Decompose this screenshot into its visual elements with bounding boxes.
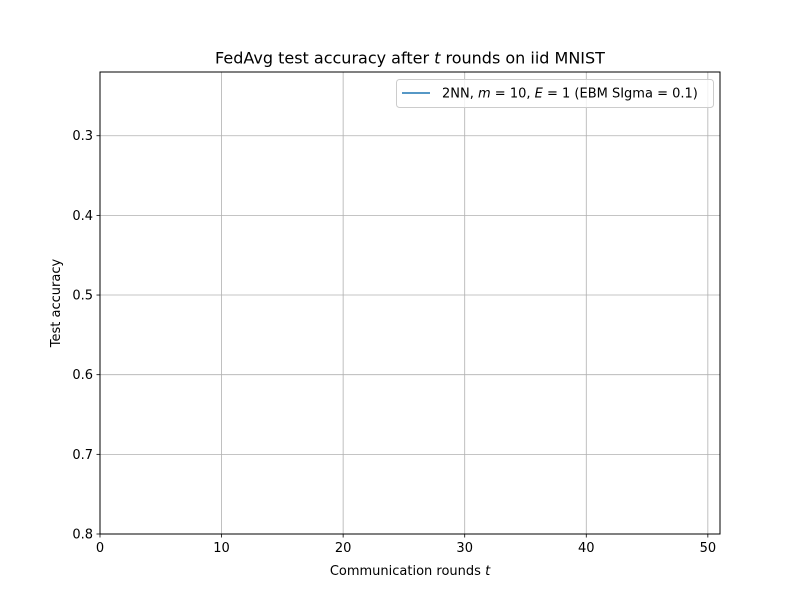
grid-lines xyxy=(99,72,720,535)
legend-entry-m: m xyxy=(478,87,491,102)
x-tick-label: 10 xyxy=(213,541,230,556)
legend-box xyxy=(396,79,714,108)
chart-title-part-2: rounds on iid MNIST xyxy=(440,49,605,68)
x-axis-ticks: 0 10 20 30 40 50 xyxy=(96,534,716,556)
legend-entry-2nn: 2NN, m = 10, E = 1 (EBM SIgma = 0.1) xyxy=(442,87,698,102)
x-tick-label: 40 xyxy=(578,541,595,556)
chart-title-part-1: FedAvg test accuracy after xyxy=(215,49,434,68)
legend: 2NN, m = 10, E = 1 (EBM SIgma = 0.1) xyxy=(396,79,714,108)
x-tick-label: 50 xyxy=(700,541,717,556)
chart-title-variable: t xyxy=(434,49,441,68)
y-tick-label: 0.7 xyxy=(72,448,93,463)
x-tick-label: 30 xyxy=(456,541,473,556)
y-tick-label: 0.3 xyxy=(72,129,93,144)
y-axis-label: Test accuracy xyxy=(49,259,64,349)
legend-entry-part-2: = 10, xyxy=(491,87,535,102)
legend-entry-part-3: = 1 (EBM SIgma = 0.1) xyxy=(543,87,698,102)
y-tick-label: 0.5 xyxy=(72,289,93,304)
x-tick-label: 20 xyxy=(335,541,352,556)
y-tick-label: 0.8 xyxy=(72,528,93,543)
legend-entry-e: E xyxy=(535,87,544,102)
y-axis-ticks: 0.3 0.4 0.5 0.6 0.7 0.8 xyxy=(72,129,100,543)
x-axis-label-text: Communication rounds xyxy=(330,564,485,579)
x-axis-label: Communication rounds t xyxy=(330,564,491,579)
chart-title: FedAvg test accuracy after t rounds on i… xyxy=(215,49,605,68)
x-axis-label-variable: t xyxy=(485,564,491,579)
x-tick-label: 0 xyxy=(96,541,104,556)
plot-area-frame xyxy=(99,71,721,535)
legend-entry-part-1: 2NN, xyxy=(442,87,478,102)
y-tick-label: 0.4 xyxy=(72,209,93,224)
y-tick-label: 0.6 xyxy=(72,368,93,383)
